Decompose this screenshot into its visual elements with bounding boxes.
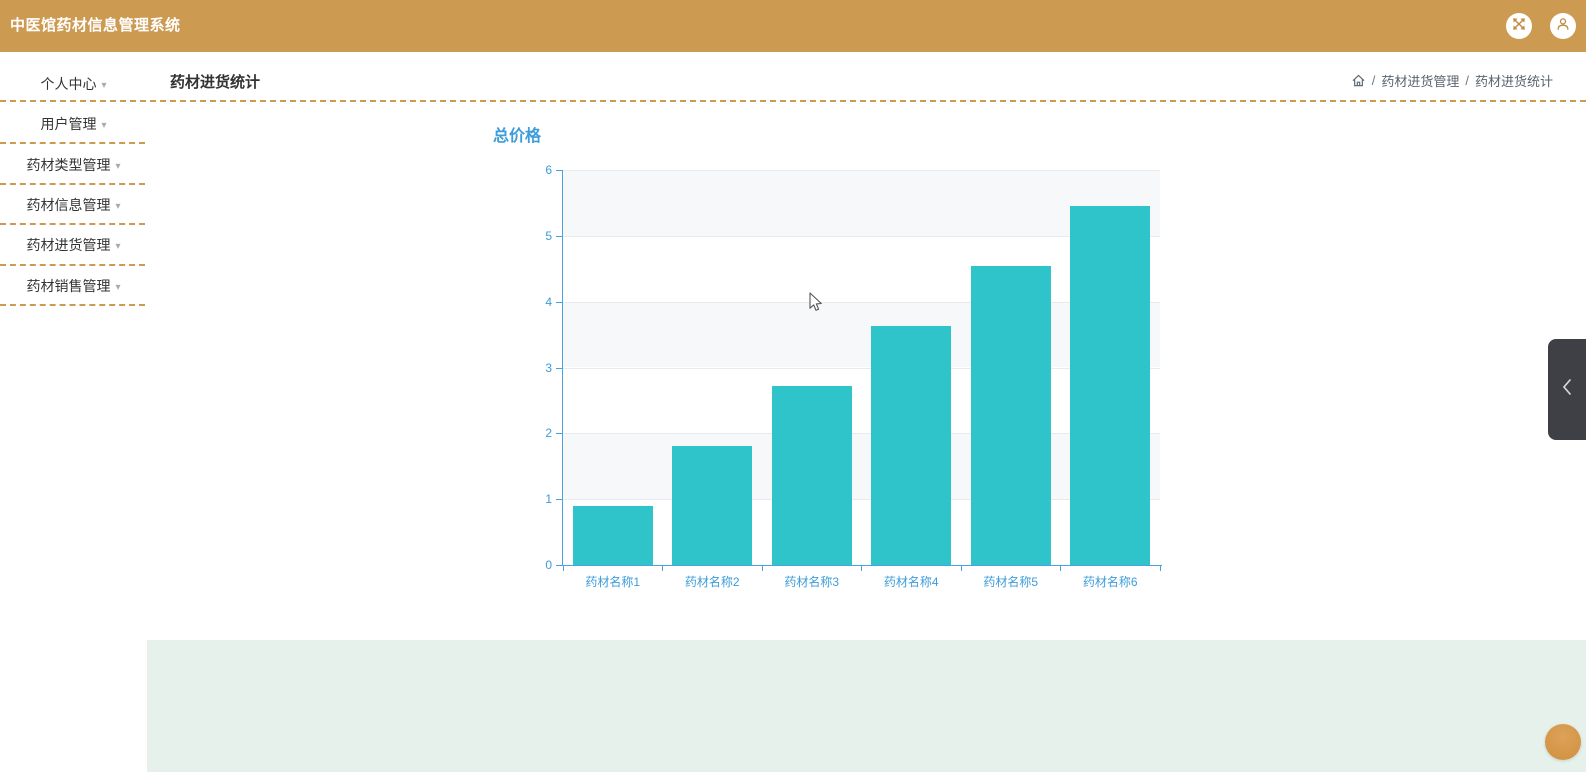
sidebar-item-label: 药材销售管理 <box>26 278 111 294</box>
breadcrumb-separator: / <box>1465 73 1469 88</box>
sidebar-item-label: 药材信息管理 <box>26 197 111 213</box>
sidebar-item-personal-center[interactable]: 个人中心 ▾ <box>0 69 147 99</box>
y-axis <box>562 170 563 566</box>
divider-full-width <box>0 100 1586 102</box>
sidebar-item-medicine-sales-management[interactable]: 药材销售管理 ▾ <box>0 271 147 301</box>
x-axis-label: 药材名称2 <box>684 575 740 589</box>
sidebar-item-user-management[interactable]: 用户管理 ▾ <box>0 109 147 139</box>
bar-药材名称2 <box>672 445 753 565</box>
chevron-down-icon: ▾ <box>101 119 107 131</box>
y-axis-tick <box>556 170 562 171</box>
gridline <box>563 301 1160 303</box>
sidebar-item-label: 药材类型管理 <box>26 157 111 173</box>
divider-sidebar <box>0 142 145 144</box>
y-axis-tick <box>556 235 562 237</box>
y-axis-label: 5 <box>545 228 552 243</box>
split-area-band <box>563 499 1160 565</box>
divider-sidebar <box>0 264 145 266</box>
bar-药材名称3 <box>771 385 852 565</box>
sidebar-item-medicine-info-management[interactable]: 药材信息管理 ▾ <box>0 190 147 220</box>
sidebar-item-label: 用户管理 <box>40 116 97 132</box>
fullscreen-arrows-icon <box>1512 17 1526 36</box>
divider-sidebar <box>0 183 145 185</box>
breadcrumb-item-parent[interactable]: 药材进货管理 <box>1381 74 1460 89</box>
chart-plot-area: 0 1 2 3 4 5 6 药材名称1 药材名称2 药材名称3 药材名称4 药材名称5 药材名称6 <box>545 163 1162 589</box>
y-axis-label: 0 <box>545 558 552 572</box>
purchase-statistics-chart: 总价格 0 1 2 3 4 5 6 药材名称1 药材名称2 药材名称3 药材名称4 药材名称5 药材名称… <box>490 115 1235 595</box>
chevron-down-icon: ▾ <box>115 281 121 293</box>
x-axis-tick <box>662 566 663 571</box>
sidebar-item-label: 药材进货管理 <box>26 237 111 253</box>
x-axis-tick <box>562 566 564 571</box>
x-axis-tick <box>861 566 862 571</box>
chevron-down-icon: ▾ <box>115 160 121 172</box>
bar-药材名称4 <box>871 326 952 565</box>
top-bar: 中医馆药材信息管理系统 <box>0 0 1586 52</box>
y-axis-tick <box>556 367 562 369</box>
bar-药材名称5 <box>970 266 1051 565</box>
y-axis-label: 6 <box>545 163 552 177</box>
x-axis-label: 药材名称3 <box>784 575 840 589</box>
sidebar-item-label: 个人中心 <box>40 76 97 92</box>
y-axis-tick <box>556 301 562 303</box>
chevron-down-icon: ▾ <box>101 79 107 91</box>
app-title: 中医馆药材信息管理系统 <box>10 17 181 34</box>
x-axis-tick <box>1159 566 1161 571</box>
divider-sidebar <box>0 304 145 306</box>
split-area-band <box>563 367 1160 434</box>
y-axis-label: 4 <box>545 294 552 309</box>
mouse-cursor <box>809 292 823 318</box>
breadcrumb-item-current[interactable]: 药材进货统计 <box>1474 74 1553 89</box>
split-area-band <box>563 235 1160 302</box>
user-icon <box>1556 17 1570 36</box>
x-axis <box>562 565 1162 566</box>
y-axis-label: 1 <box>545 492 552 507</box>
x-axis-tick <box>761 566 763 571</box>
gridline <box>563 367 1160 369</box>
x-axis-tick <box>960 566 962 571</box>
x-axis-label: 药材名称6 <box>1082 575 1138 589</box>
x-axis-label: 药材名称4 <box>883 575 939 589</box>
breadcrumb-separator: / <box>1371 73 1376 88</box>
chevron-down-icon: ▾ <box>115 240 121 252</box>
sidebar-item-medicine-purchase-management[interactable]: 药材进货管理 ▾ <box>0 230 147 260</box>
gridline <box>563 170 1160 171</box>
x-axis-label: 药材名称1 <box>585 575 641 589</box>
split-area-band <box>563 170 1160 236</box>
gridline <box>563 235 1160 237</box>
footer-block <box>147 640 1586 772</box>
x-axis-tick <box>1060 566 1061 571</box>
gridline <box>563 433 1160 435</box>
y-axis-label: 2 <box>545 426 552 441</box>
y-axis-label: 3 <box>545 360 552 375</box>
user-button[interactable] <box>1550 13 1576 39</box>
y-axis-tick <box>556 565 562 566</box>
y-axis-tick <box>556 499 562 501</box>
page-title: 药材进货统计 <box>170 74 261 91</box>
chevron-down-icon: ▾ <box>115 200 121 212</box>
back-to-top-button[interactable] <box>1545 724 1581 760</box>
panel-collapse-toggle[interactable] <box>1548 339 1586 440</box>
gridline <box>563 499 1160 501</box>
breadcrumb: / 药材进货管理 / 药材进货统计 <box>1351 71 1553 90</box>
home-icon[interactable] <box>1351 73 1366 88</box>
divider-sidebar <box>0 223 145 225</box>
chevron-left-icon <box>1559 376 1575 403</box>
chart-title: 总价格 <box>493 128 542 145</box>
split-area-band <box>563 433 1160 500</box>
bar-药材名称1 <box>572 505 653 565</box>
bar-药材名称6 <box>1070 206 1151 565</box>
x-axis-label: 药材名称5 <box>983 575 1039 589</box>
sidebar-item-medicine-type-management[interactable]: 药材类型管理 ▾ <box>0 150 147 180</box>
split-area-band <box>563 301 1160 368</box>
y-axis-tick <box>556 433 562 435</box>
fullscreen-button[interactable] <box>1506 13 1532 39</box>
